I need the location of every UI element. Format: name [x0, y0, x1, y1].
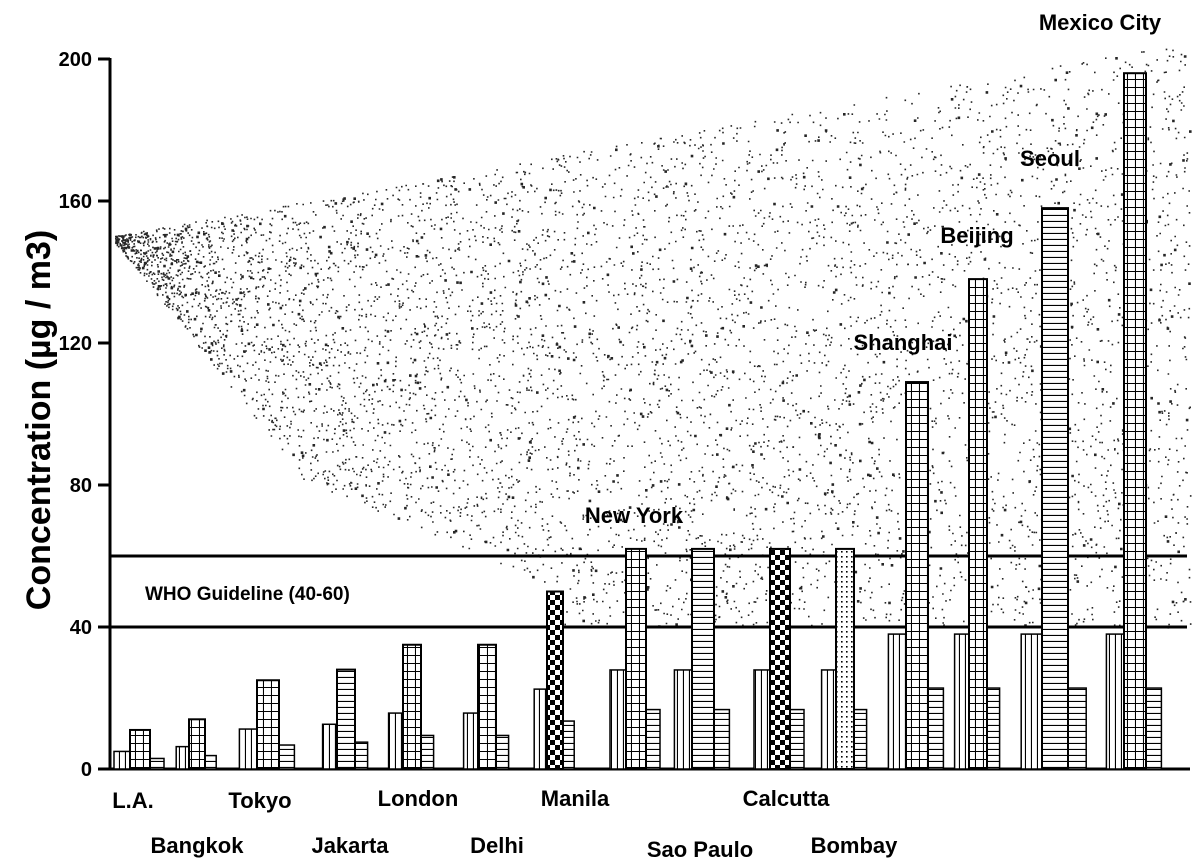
side-building [533, 688, 548, 770]
side-building [495, 734, 510, 770]
side-building [887, 633, 907, 770]
city-label: Beijing [940, 223, 1013, 248]
city-label: London [378, 786, 459, 811]
side-building [149, 757, 165, 770]
city-bar [546, 590, 564, 770]
side-building [1145, 687, 1163, 770]
side-building [753, 669, 771, 770]
y-tick-label: 0 [81, 759, 92, 781]
side-building [1067, 687, 1087, 770]
city-bar [188, 718, 206, 770]
side-building [986, 687, 1001, 770]
city-label: Delhi [470, 833, 524, 858]
side-building [321, 723, 338, 770]
city-label: Shanghai [853, 330, 952, 355]
y-tick-label: 120 [59, 333, 92, 355]
city-label: Sao Paulo [647, 837, 753, 862]
city-bar [336, 668, 356, 770]
city-label: Bangkok [151, 833, 245, 858]
guideline-label: WHO Guideline (40-60) [145, 584, 350, 605]
y-tick-label: 40 [70, 617, 92, 639]
side-building [673, 669, 693, 770]
side-building [113, 750, 131, 770]
side-building [1020, 633, 1043, 770]
city-label: Tokyo [228, 788, 291, 813]
city-bar [769, 547, 791, 771]
side-building [238, 728, 258, 770]
city-bar [1041, 207, 1069, 771]
city-bar [968, 278, 988, 770]
side-building [462, 712, 479, 770]
city-bar [905, 381, 929, 770]
side-building [387, 712, 404, 770]
side-building [953, 633, 970, 770]
city-bar [691, 547, 715, 771]
side-building [175, 745, 190, 770]
city-bar [256, 679, 280, 770]
city-bars [113, 72, 1163, 771]
side-building [609, 669, 627, 770]
side-building [354, 741, 369, 770]
side-building [1105, 633, 1125, 770]
y-tick-label: 80 [70, 475, 92, 497]
city-bar [835, 547, 855, 771]
y-tick-label: 200 [59, 49, 92, 71]
y-ticks: 0 40 80 120 160 200 [59, 49, 110, 781]
city-bar [402, 643, 422, 770]
city-label: Seoul [1020, 146, 1080, 171]
side-building [853, 708, 868, 770]
side-building [204, 754, 217, 770]
city-label: Manila [541, 786, 610, 811]
smog-haze [115, 48, 1192, 629]
side-building [562, 720, 575, 770]
city-label: Jakarta [311, 833, 389, 858]
y-tick-label: 160 [59, 191, 92, 213]
side-building [789, 708, 805, 770]
city-bar [625, 547, 647, 771]
city-bar [1123, 72, 1147, 770]
city-bar [477, 643, 497, 770]
y-axis-label: Concentration (µg / m3) [20, 230, 58, 610]
side-building [927, 687, 945, 770]
city-label: Calcutta [743, 786, 831, 811]
side-building [713, 708, 731, 770]
side-building [420, 734, 435, 770]
side-building [645, 708, 661, 770]
city-labels: L.A. Bangkok Tokyo Jakarta London Delhi Manila… [112, 10, 1162, 862]
city-label: Mexico City [1039, 10, 1162, 35]
side-building [820, 669, 837, 770]
city-label: New York [585, 503, 684, 528]
city-label: L.A. [112, 788, 154, 813]
city-bar [129, 728, 151, 771]
side-building [278, 744, 296, 770]
city-label: Bombay [811, 833, 899, 858]
